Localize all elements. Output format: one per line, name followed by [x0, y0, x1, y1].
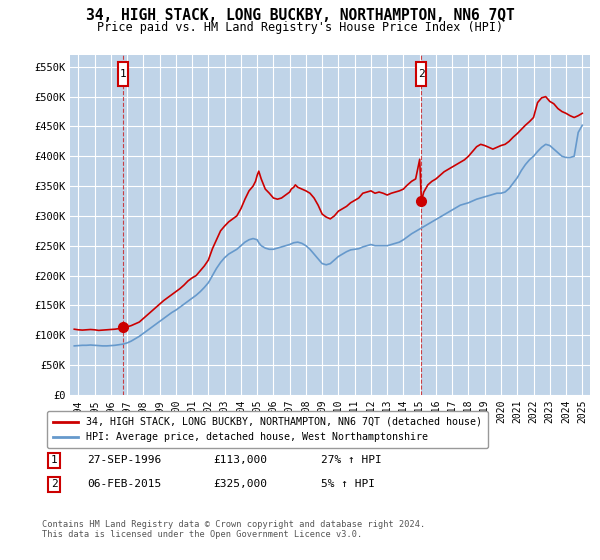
Text: Price paid vs. HM Land Registry's House Price Index (HPI): Price paid vs. HM Land Registry's House … — [97, 21, 503, 34]
Text: 27% ↑ HPI: 27% ↑ HPI — [321, 455, 382, 465]
Text: 06-FEB-2015: 06-FEB-2015 — [87, 479, 161, 489]
Text: £325,000: £325,000 — [213, 479, 267, 489]
Text: 2: 2 — [418, 69, 425, 79]
Text: Contains HM Land Registry data © Crown copyright and database right 2024.
This d: Contains HM Land Registry data © Crown c… — [42, 520, 425, 539]
Text: 34, HIGH STACK, LONG BUCKBY, NORTHAMPTON, NN6 7QT: 34, HIGH STACK, LONG BUCKBY, NORTHAMPTON… — [86, 8, 514, 24]
Text: 1: 1 — [119, 69, 127, 79]
Text: 27-SEP-1996: 27-SEP-1996 — [87, 455, 161, 465]
Bar — [416, 62, 426, 86]
Text: 2: 2 — [50, 479, 58, 489]
Bar — [118, 62, 128, 86]
Legend: 34, HIGH STACK, LONG BUCKBY, NORTHAMPTON, NN6 7QT (detached house), HPI: Average: 34, HIGH STACK, LONG BUCKBY, NORTHAMPTON… — [47, 411, 488, 448]
Text: 5% ↑ HPI: 5% ↑ HPI — [321, 479, 375, 489]
Text: 1: 1 — [50, 455, 58, 465]
Text: £113,000: £113,000 — [213, 455, 267, 465]
